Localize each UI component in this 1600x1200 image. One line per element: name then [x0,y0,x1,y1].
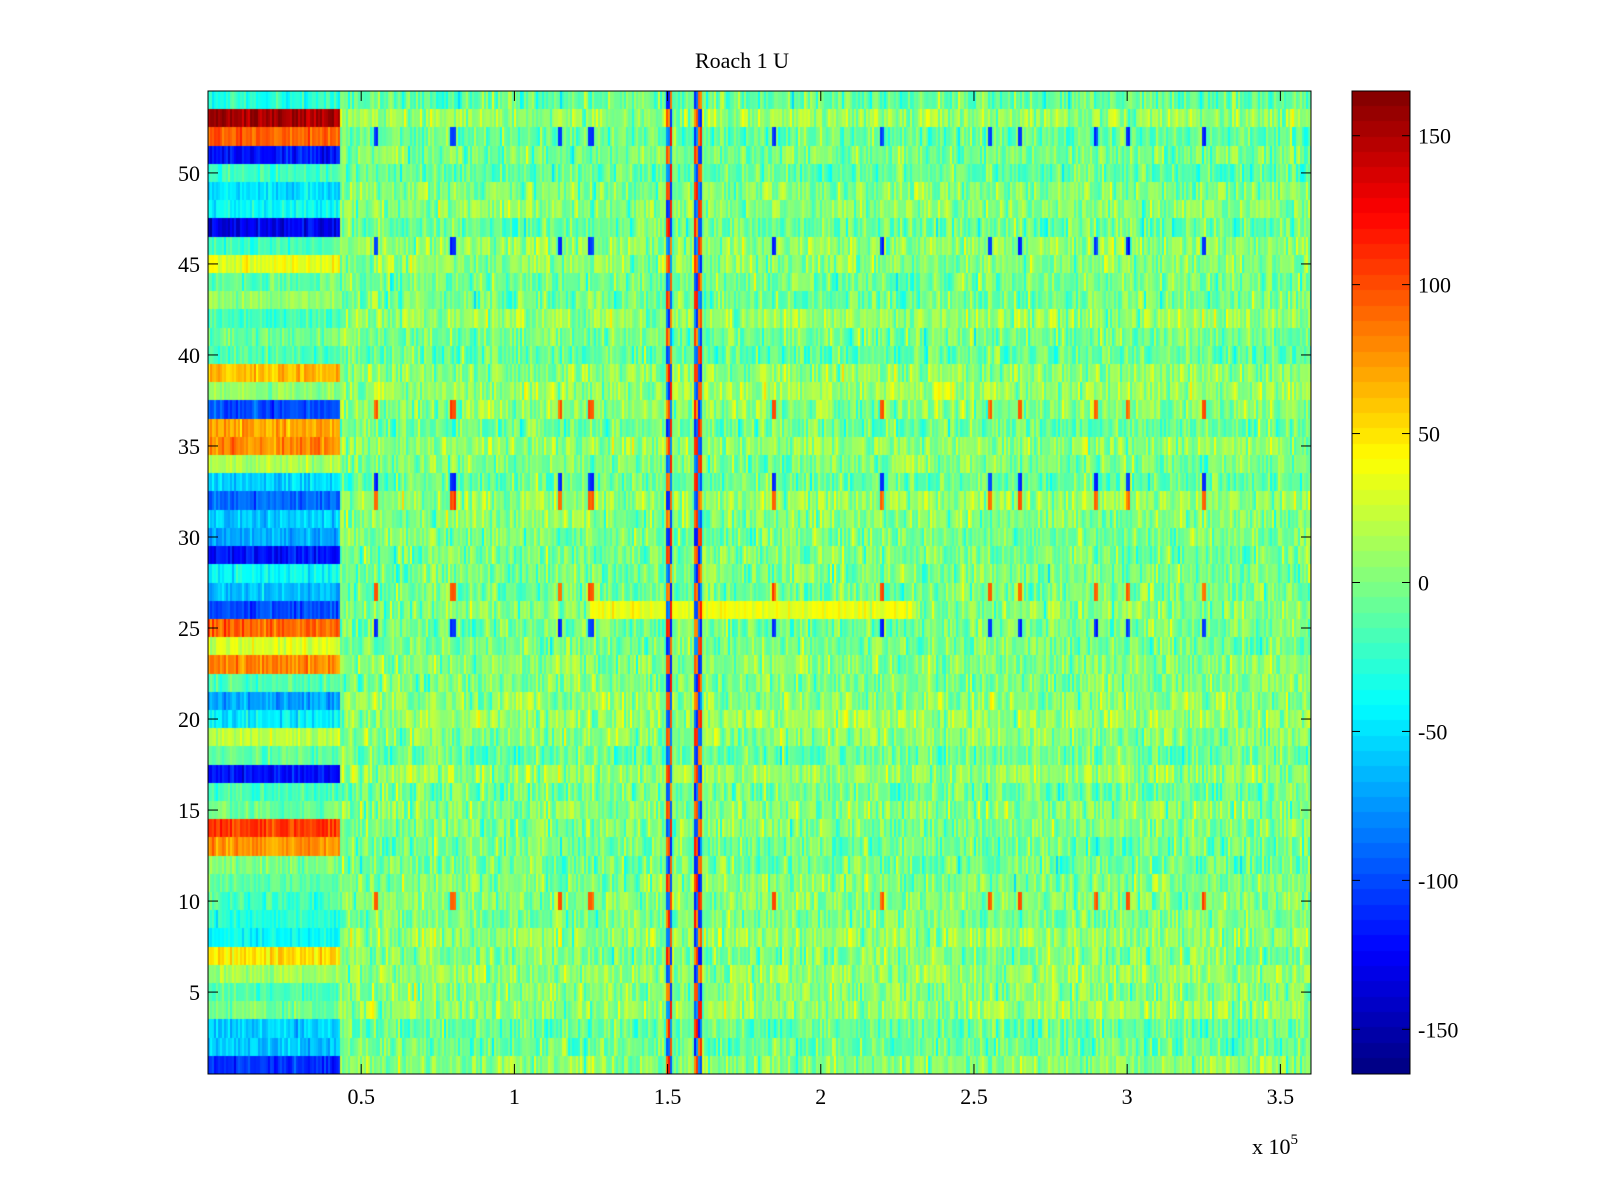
y-tick-label: 25 [178,616,200,641]
colorbar-tick-label: 0 [1418,571,1429,596]
y-tick-label: 15 [178,798,200,823]
x-axis-multiplier: x 105 [1252,1132,1298,1159]
x-tick-label: 0.5 [347,1084,375,1109]
x-axis-multiplier-exponent: 5 [1291,1132,1299,1148]
colorbar-tick-label: 100 [1418,273,1451,298]
plot-frame [207,90,1312,1075]
y-tick-label: 40 [178,343,200,368]
colorbar-tick-label: -50 [1418,719,1447,744]
colorbar-tick-label: 150 [1418,124,1451,149]
y-axis: 5 10 15 20 25 30 35 40 45 50 [178,161,1311,1005]
colorbar-tick-label: -100 [1418,868,1458,893]
colorbar-axis: 150 100 50 0 -50 -100 -150 [1352,124,1458,1042]
chart-title: Roach 1 U [695,48,789,73]
x-axis: 0.5 1 1.5 2 2.5 3 3.5 [347,91,1294,1109]
y-tick-label: 35 [178,434,200,459]
y-tick-label: 20 [178,707,200,732]
heatmap-image [208,91,1311,1074]
x-tick-label: 1 [509,1084,520,1109]
y-tick-label: 30 [178,525,200,550]
colorbar: 150 100 50 0 -50 -100 -150 [1351,90,1458,1075]
colorbar-gradient [1352,91,1410,1074]
y-tick-label: 50 [178,161,200,186]
x-tick-label: 1.5 [654,1084,682,1109]
y-tick-label: 10 [178,889,200,914]
y-tick-label: 5 [189,980,200,1005]
x-tick-label: 3.5 [1267,1084,1295,1109]
x-tick-label: 3 [1122,1084,1133,1109]
y-tick-label: 45 [178,252,200,277]
heatmap-plot-area [207,90,1312,1075]
colorbar-tick-label: 50 [1418,422,1440,447]
x-tick-label: 2 [815,1084,826,1109]
x-tick-label: 2.5 [960,1084,988,1109]
colorbar-tick-label: -150 [1418,1017,1458,1042]
